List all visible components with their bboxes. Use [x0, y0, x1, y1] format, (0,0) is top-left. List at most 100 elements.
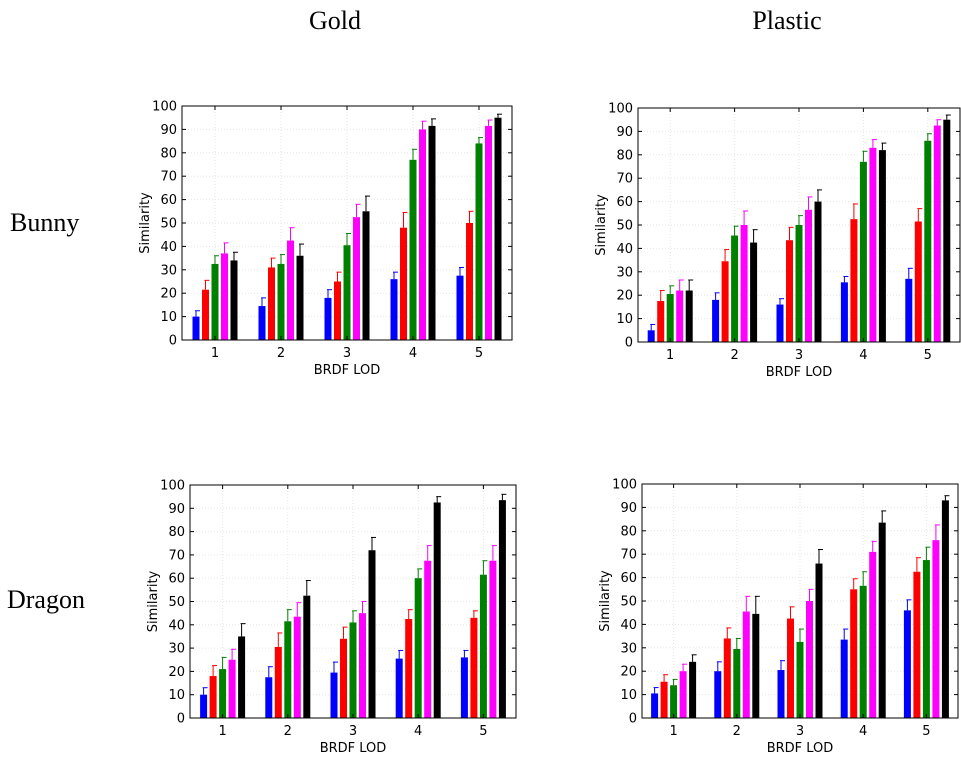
bar: [670, 685, 678, 718]
y-tick-label: 20: [620, 665, 637, 680]
bar: [428, 125, 436, 340]
bar: [494, 117, 502, 340]
bar: [914, 221, 922, 342]
bar: [460, 657, 468, 718]
x-tick-label: 2: [730, 348, 738, 363]
y-tick-label: 80: [168, 525, 185, 540]
bar: [714, 671, 722, 718]
bar: [479, 574, 487, 718]
bar: [456, 275, 464, 340]
bar: [878, 150, 886, 342]
bar: [689, 661, 697, 718]
bar: [787, 618, 794, 718]
y-tick-label: 20: [168, 665, 185, 680]
y-tick-label: 0: [169, 334, 177, 349]
bar: [202, 289, 209, 340]
bar: [850, 219, 858, 342]
y-tick-label: 50: [616, 219, 633, 234]
x-tick-label: 2: [733, 724, 741, 739]
x-axis-label: BRDF LOD: [767, 741, 834, 756]
x-tick-label: 4: [859, 724, 867, 739]
y-tick-label: 80: [620, 524, 637, 539]
bar: [303, 595, 311, 718]
x-tick-label: 4: [409, 346, 417, 361]
bar: [869, 551, 877, 718]
x-tick-label: 1: [211, 346, 219, 361]
bar: [324, 297, 332, 340]
y-tick-label: 50: [620, 595, 637, 610]
row-title-bunny: Bunny: [10, 208, 80, 237]
y-tick-label: 100: [152, 100, 177, 115]
bar: [660, 681, 668, 718]
bar: [657, 301, 665, 342]
bar: [475, 143, 483, 340]
y-tick-label: 100: [612, 478, 637, 493]
bar: [353, 217, 360, 340]
y-tick-label: 10: [168, 688, 185, 703]
bar: [498, 500, 506, 718]
y-tick-label: 100: [608, 102, 633, 117]
bar: [349, 622, 357, 718]
bar: [712, 299, 720, 342]
bar: [676, 290, 684, 342]
column-title-gold: Gold: [309, 6, 361, 35]
bar: [414, 578, 422, 718]
y-axis-label: Similarity: [138, 192, 153, 254]
bar: [777, 670, 785, 718]
bar: [238, 636, 246, 718]
y-tick-label: 40: [616, 242, 633, 257]
y-tick-label: 10: [160, 310, 177, 325]
bar: [721, 261, 729, 342]
bar: [277, 263, 285, 340]
bar: [470, 617, 478, 718]
bar: [859, 161, 867, 342]
x-tick-label: 4: [414, 724, 422, 739]
bar: [859, 585, 867, 718]
bar: [296, 255, 304, 340]
bar: [943, 119, 951, 342]
bar: [390, 279, 398, 340]
bar: [786, 240, 793, 342]
y-tick-label: 40: [168, 618, 185, 633]
bar: [192, 316, 200, 340]
bar: [795, 225, 803, 342]
y-tick-label: 0: [629, 712, 637, 727]
bar: [814, 201, 822, 342]
x-axis-label: BRDF LOD: [320, 741, 387, 756]
y-tick-label: 30: [616, 265, 633, 280]
bar: [723, 638, 731, 718]
y-tick-label: 60: [168, 572, 185, 587]
bar: [219, 669, 227, 718]
y-tick-label: 60: [616, 195, 633, 210]
y-tick-label: 50: [168, 595, 185, 610]
y-tick-label: 90: [616, 125, 633, 140]
column-title-plastic: Plastic: [752, 6, 822, 35]
x-tick-label: 3: [349, 724, 357, 739]
y-tick-label: 70: [168, 548, 185, 563]
y-tick-label: 40: [620, 618, 637, 633]
bar: [330, 672, 338, 718]
x-tick-label: 1: [669, 724, 677, 739]
bar: [815, 563, 823, 718]
bar: [343, 245, 351, 340]
bar: [419, 129, 426, 340]
bar: [733, 648, 741, 718]
bar: [924, 140, 932, 342]
bar: [905, 278, 913, 342]
y-tick-label: 50: [160, 217, 177, 232]
bar: [359, 613, 366, 718]
y-tick-label: 0: [177, 712, 185, 727]
y-tick-label: 70: [160, 170, 177, 185]
x-tick-label: 2: [284, 724, 292, 739]
y-tick-label: 30: [168, 642, 185, 657]
bar: [913, 571, 921, 718]
bar: [211, 263, 219, 340]
bar: [334, 281, 341, 340]
bar: [742, 611, 750, 718]
bar: [489, 560, 497, 718]
bar: [903, 610, 911, 718]
bar: [878, 522, 886, 718]
bar: [466, 223, 473, 340]
